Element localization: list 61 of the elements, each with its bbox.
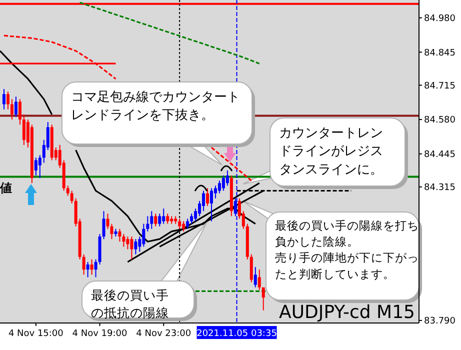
candlestick (190, 213, 194, 224)
candlestick (14, 96, 18, 118)
y-tick-label: 84.445 (424, 150, 456, 160)
candlestick (122, 233, 126, 248)
candlestick (38, 154, 42, 179)
line-series (3, 34, 117, 80)
annotation: AUDJPY-cd M15 (279, 302, 415, 323)
y-tick-label: 84.315 (424, 183, 456, 194)
candlestick (118, 228, 122, 242)
candlestick (222, 174, 225, 192)
candlestick (126, 236, 130, 250)
annotation: コマ足包み線でカウンタートレンドラインを下抜き。 (71, 90, 240, 124)
candlestick (94, 258, 98, 278)
annotation: カウンタートレンドラインがレジスタンスラインに。 (279, 126, 383, 178)
candlestick (206, 188, 210, 207)
candlestick (106, 213, 110, 230)
candlestick (130, 236, 134, 260)
candlestick (186, 218, 190, 230)
candlestick (178, 218, 182, 230)
candlestick (2, 88, 6, 110)
candlestick (90, 258, 94, 276)
candlestick (102, 210, 106, 240)
candlestick (154, 213, 158, 227)
candlestick (10, 98, 14, 120)
candlestick (258, 269, 261, 290)
annotation: 値 (0, 181, 12, 195)
candlestick (134, 238, 138, 255)
candlestick (6, 91, 10, 110)
candlestick (210, 188, 213, 222)
y-tick-label: 84.580 (424, 116, 456, 126)
candlestick (218, 180, 221, 194)
y-tick-label: 84.980 (424, 14, 456, 24)
candlestick (70, 190, 74, 204)
candlestick (250, 254, 253, 283)
x-tick-label: 4 Nov 19:00 (72, 329, 128, 339)
x-tick-label: 4 Nov 15:00 (8, 329, 64, 339)
candlestick (146, 216, 150, 232)
candlestick (150, 210, 154, 230)
candlestick (262, 286, 265, 311)
candlestick (18, 98, 22, 126)
candlestick (82, 254, 86, 276)
candlestick (86, 261, 90, 278)
candlestick (226, 170, 229, 186)
candlestick (66, 185, 70, 196)
candlestick (110, 223, 114, 240)
candlestick (34, 157, 38, 176)
y-tick-label: 84.715 (424, 81, 456, 92)
y-tick-label: 84.845 (424, 48, 456, 58)
annotation: 最後の買い手の抵抗の陽線 (91, 288, 169, 320)
x-tick-label: 4 Nov 23:00 (136, 329, 192, 339)
candlestick (254, 266, 257, 288)
candlestick (158, 213, 162, 227)
candlestick (202, 190, 206, 212)
candlestick (142, 223, 146, 248)
candlestick (22, 114, 26, 146)
candlestick (182, 220, 186, 232)
ref-line-label: 2021.11.05 03:35 (196, 329, 277, 339)
candlestick (162, 208, 166, 224)
annotation: 最後の買い手の陽線を打ち負かした陰線。売り手の陣地が下に下がったと判断しています。 (275, 218, 419, 281)
y-tick-label: 83.790 (424, 316, 456, 327)
candlestick (166, 213, 170, 224)
